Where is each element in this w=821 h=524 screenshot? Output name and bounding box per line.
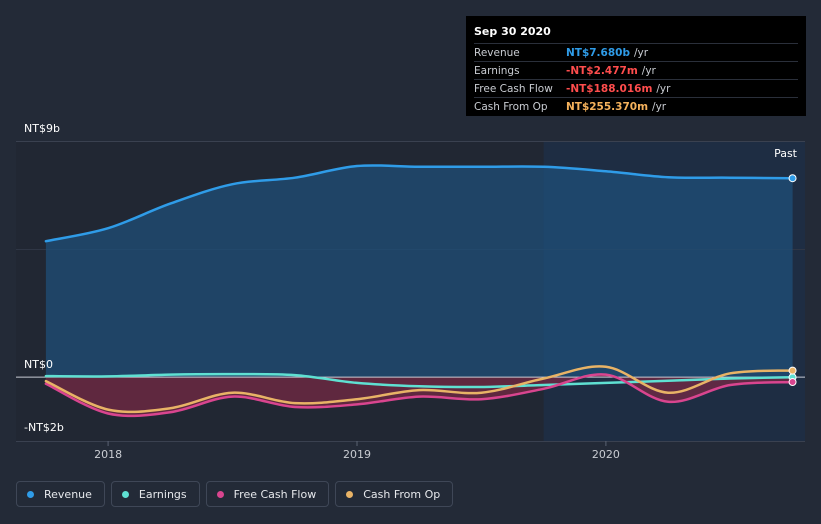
tooltip-value: NT$7.680b (566, 46, 630, 59)
x-tick-label: 2020 (592, 448, 620, 461)
tooltip-unit: /yr (652, 100, 667, 113)
past-label: Past (774, 147, 798, 160)
tooltip-row-free-cash-flow: Free Cash Flow -NT$188.016m /yr (474, 79, 798, 97)
tooltip-value: -NT$188.016m (566, 82, 653, 95)
tooltip-unit: /yr (641, 64, 656, 77)
free-cash-flow-line (44, 373, 794, 418)
free-cash-flow-area (45, 374, 793, 416)
tooltip-row-earnings: Earnings -NT$2.477m /yr (474, 61, 798, 79)
axis-labels: NT$9b NT$0 -NT$2b 2018 2019 2020 Past (24, 122, 798, 461)
tooltip: Sep 30 2020 Revenue NT$7.680b /yr Earnin… (466, 16, 806, 116)
tooltip-label: Revenue (474, 46, 520, 59)
free-cash-flow-dot-icon (216, 490, 224, 498)
tooltip-value: NT$255.370m (566, 100, 649, 113)
legend-item-earnings[interactable]: Earnings (110, 481, 200, 507)
cash-from-op-end-point (788, 366, 797, 375)
tooltip-label: Earnings (474, 64, 520, 77)
revenue-area (45, 165, 793, 378)
tooltip-row-revenue: Revenue NT$7.680b /yr (474, 43, 798, 61)
legend-label: Earnings (138, 487, 187, 501)
y-tick-label: NT$9b (24, 122, 60, 135)
tooltip-row-cash-from-op: Cash From Op NT$255.370m /yr (474, 97, 798, 115)
legend-label: Free Cash Flow (233, 487, 317, 501)
legend-label: Cash From Op (363, 487, 441, 501)
earnings-line (44, 372, 794, 389)
series-lines (44, 164, 794, 418)
legend: Revenue Earnings Free Cash Flow Cash Fro… (16, 481, 454, 509)
cash-from-op-line (44, 365, 794, 414)
revenue-line (44, 164, 794, 243)
revenue-end-point (788, 174, 797, 183)
tooltip-label: Free Cash Flow (474, 82, 553, 95)
series-fills (45, 165, 793, 416)
y-tick-label: -NT$2b (24, 421, 64, 434)
y-tick-label: NT$0 (24, 358, 53, 371)
free-cash-flow-end-point (788, 378, 797, 387)
tooltip-unit: /yr (656, 82, 671, 95)
tooltip-value: -NT$2.477m (566, 64, 638, 77)
legend-item-cash-from-op[interactable]: Cash From Op (335, 481, 454, 507)
cash-from-op-dot-icon (346, 490, 354, 498)
earnings-dot-icon (121, 490, 129, 498)
series-end-markers (788, 174, 797, 387)
legend-item-free-cash-flow[interactable]: Free Cash Flow (205, 481, 330, 507)
tooltip-date: Sep 30 2020 (474, 25, 551, 38)
tooltip-unit: /yr (633, 46, 649, 59)
x-tick-label: 2019 (343, 448, 371, 461)
legend-label: Revenue (44, 487, 92, 501)
tooltip-label: Cash From Op (474, 100, 548, 113)
legend-item-revenue[interactable]: Revenue (16, 481, 105, 507)
x-tick-label: 2018 (94, 448, 122, 461)
revenue-dot-icon (27, 490, 34, 498)
